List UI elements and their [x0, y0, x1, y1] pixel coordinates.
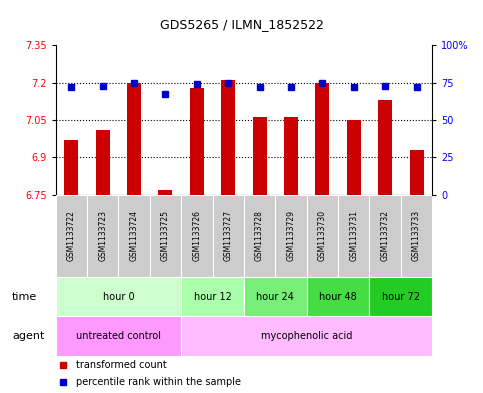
Text: GSM1133724: GSM1133724 — [129, 210, 139, 261]
Text: GSM1133723: GSM1133723 — [98, 210, 107, 261]
Text: GSM1133731: GSM1133731 — [349, 210, 358, 261]
Text: mycophenolic acid: mycophenolic acid — [261, 331, 353, 341]
Bar — [338, 195, 369, 277]
Bar — [87, 195, 118, 277]
Bar — [253, 118, 267, 195]
Text: untreated control: untreated control — [76, 331, 161, 341]
Text: GSM1133722: GSM1133722 — [67, 210, 76, 261]
Text: GSM1133729: GSM1133729 — [286, 210, 296, 261]
Text: transformed count: transformed count — [76, 360, 167, 369]
Bar — [307, 277, 369, 316]
Text: hour 24: hour 24 — [256, 292, 294, 302]
Text: time: time — [12, 292, 37, 302]
Text: percentile rank within the sample: percentile rank within the sample — [76, 377, 242, 387]
Text: hour 12: hour 12 — [194, 292, 231, 302]
Bar — [118, 195, 150, 277]
Bar — [315, 83, 329, 195]
Bar — [275, 195, 307, 277]
Bar — [213, 195, 244, 277]
Bar — [127, 83, 141, 195]
Bar — [378, 100, 392, 195]
Bar — [181, 316, 432, 356]
Bar — [64, 140, 78, 195]
Text: GDS5265 / ILMN_1852522: GDS5265 / ILMN_1852522 — [159, 18, 324, 31]
Text: GSM1133728: GSM1133728 — [255, 210, 264, 261]
Bar — [369, 277, 432, 316]
Text: GSM1133733: GSM1133733 — [412, 210, 421, 261]
Text: GSM1133725: GSM1133725 — [161, 210, 170, 261]
Text: GSM1133732: GSM1133732 — [381, 210, 390, 261]
Bar — [307, 195, 338, 277]
Bar — [410, 150, 424, 195]
Text: GSM1133730: GSM1133730 — [318, 210, 327, 261]
Bar — [401, 195, 432, 277]
Text: hour 72: hour 72 — [382, 292, 420, 302]
Bar — [150, 195, 181, 277]
Text: GSM1133726: GSM1133726 — [192, 210, 201, 261]
Bar — [158, 189, 172, 195]
Bar — [56, 277, 181, 316]
Text: hour 48: hour 48 — [319, 292, 357, 302]
Text: hour 0: hour 0 — [102, 292, 134, 302]
Bar — [56, 316, 181, 356]
Bar — [190, 88, 204, 195]
Bar — [181, 195, 213, 277]
Bar — [284, 118, 298, 195]
Bar — [181, 277, 244, 316]
Bar — [347, 120, 361, 195]
Bar — [369, 195, 401, 277]
Text: GSM1133727: GSM1133727 — [224, 210, 233, 261]
Text: agent: agent — [12, 331, 44, 341]
Bar — [96, 130, 110, 195]
Bar — [221, 80, 235, 195]
Bar — [56, 195, 87, 277]
Bar — [244, 277, 307, 316]
Bar — [244, 195, 275, 277]
